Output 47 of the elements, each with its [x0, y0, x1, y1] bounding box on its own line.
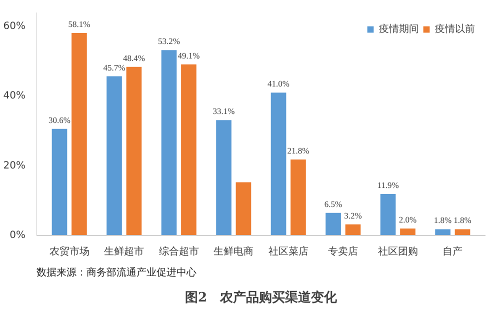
x-tick-label: 专卖店	[328, 246, 358, 258]
x-tick-label: 社区菜店	[268, 246, 308, 258]
bar	[270, 92, 286, 236]
bar	[161, 50, 177, 236]
data-label: 33.1%	[212, 106, 235, 116]
x-tick-label: 生鲜超市	[104, 246, 144, 258]
data-label: 6.5%	[324, 198, 342, 209]
legend-label: 疫情以前	[435, 22, 475, 36]
x-tick-label: 综合超市	[158, 246, 199, 258]
data-label: 49.1%	[178, 50, 200, 60]
data-label: 3.2%	[344, 210, 362, 220]
data-label: 45.7%	[103, 62, 126, 72]
source-note: 数据来源：商务部流通产业促进中心	[36, 266, 196, 278]
x-tick-label: 农贸市场	[49, 246, 90, 258]
data-label: 58.1%	[68, 19, 90, 30]
bar	[72, 33, 87, 236]
bar	[326, 212, 341, 236]
y-tick-label: 40%	[3, 90, 26, 102]
bar	[181, 64, 196, 236]
legend-label: 疫情期间	[379, 22, 419, 36]
data-label: 2.0%	[398, 214, 417, 225]
y-tick-label: 60%	[3, 20, 26, 32]
bar	[216, 120, 232, 236]
data-label: 21.8%	[287, 146, 310, 156]
data-label: 1.8%	[454, 215, 472, 226]
bar	[454, 229, 470, 236]
data-label: 41.0%	[268, 78, 290, 89]
bar	[345, 224, 361, 236]
x-tick-label: 自产	[442, 246, 463, 258]
bar	[290, 160, 306, 236]
data-label: 53.2%	[158, 36, 180, 46]
data-label: 1.8%	[434, 215, 452, 226]
data-label: 11.9%	[377, 180, 399, 190]
bar	[435, 229, 450, 236]
y-tick-label: 0%	[10, 230, 26, 241]
bar	[400, 228, 416, 236]
bar	[52, 128, 68, 236]
bar	[106, 76, 122, 236]
text: 图2 农产品购买渠道变化	[184, 290, 338, 306]
bar	[126, 66, 142, 236]
data-label: 48.4%	[122, 52, 145, 63]
y-tick-label: 20%	[3, 160, 26, 172]
x-tick-label: 社区团购	[378, 246, 418, 258]
bar	[236, 182, 252, 236]
x-tick-label: 生鲜电商	[214, 246, 254, 258]
data-label: 30.6%	[48, 114, 70, 125]
bar	[380, 194, 396, 236]
